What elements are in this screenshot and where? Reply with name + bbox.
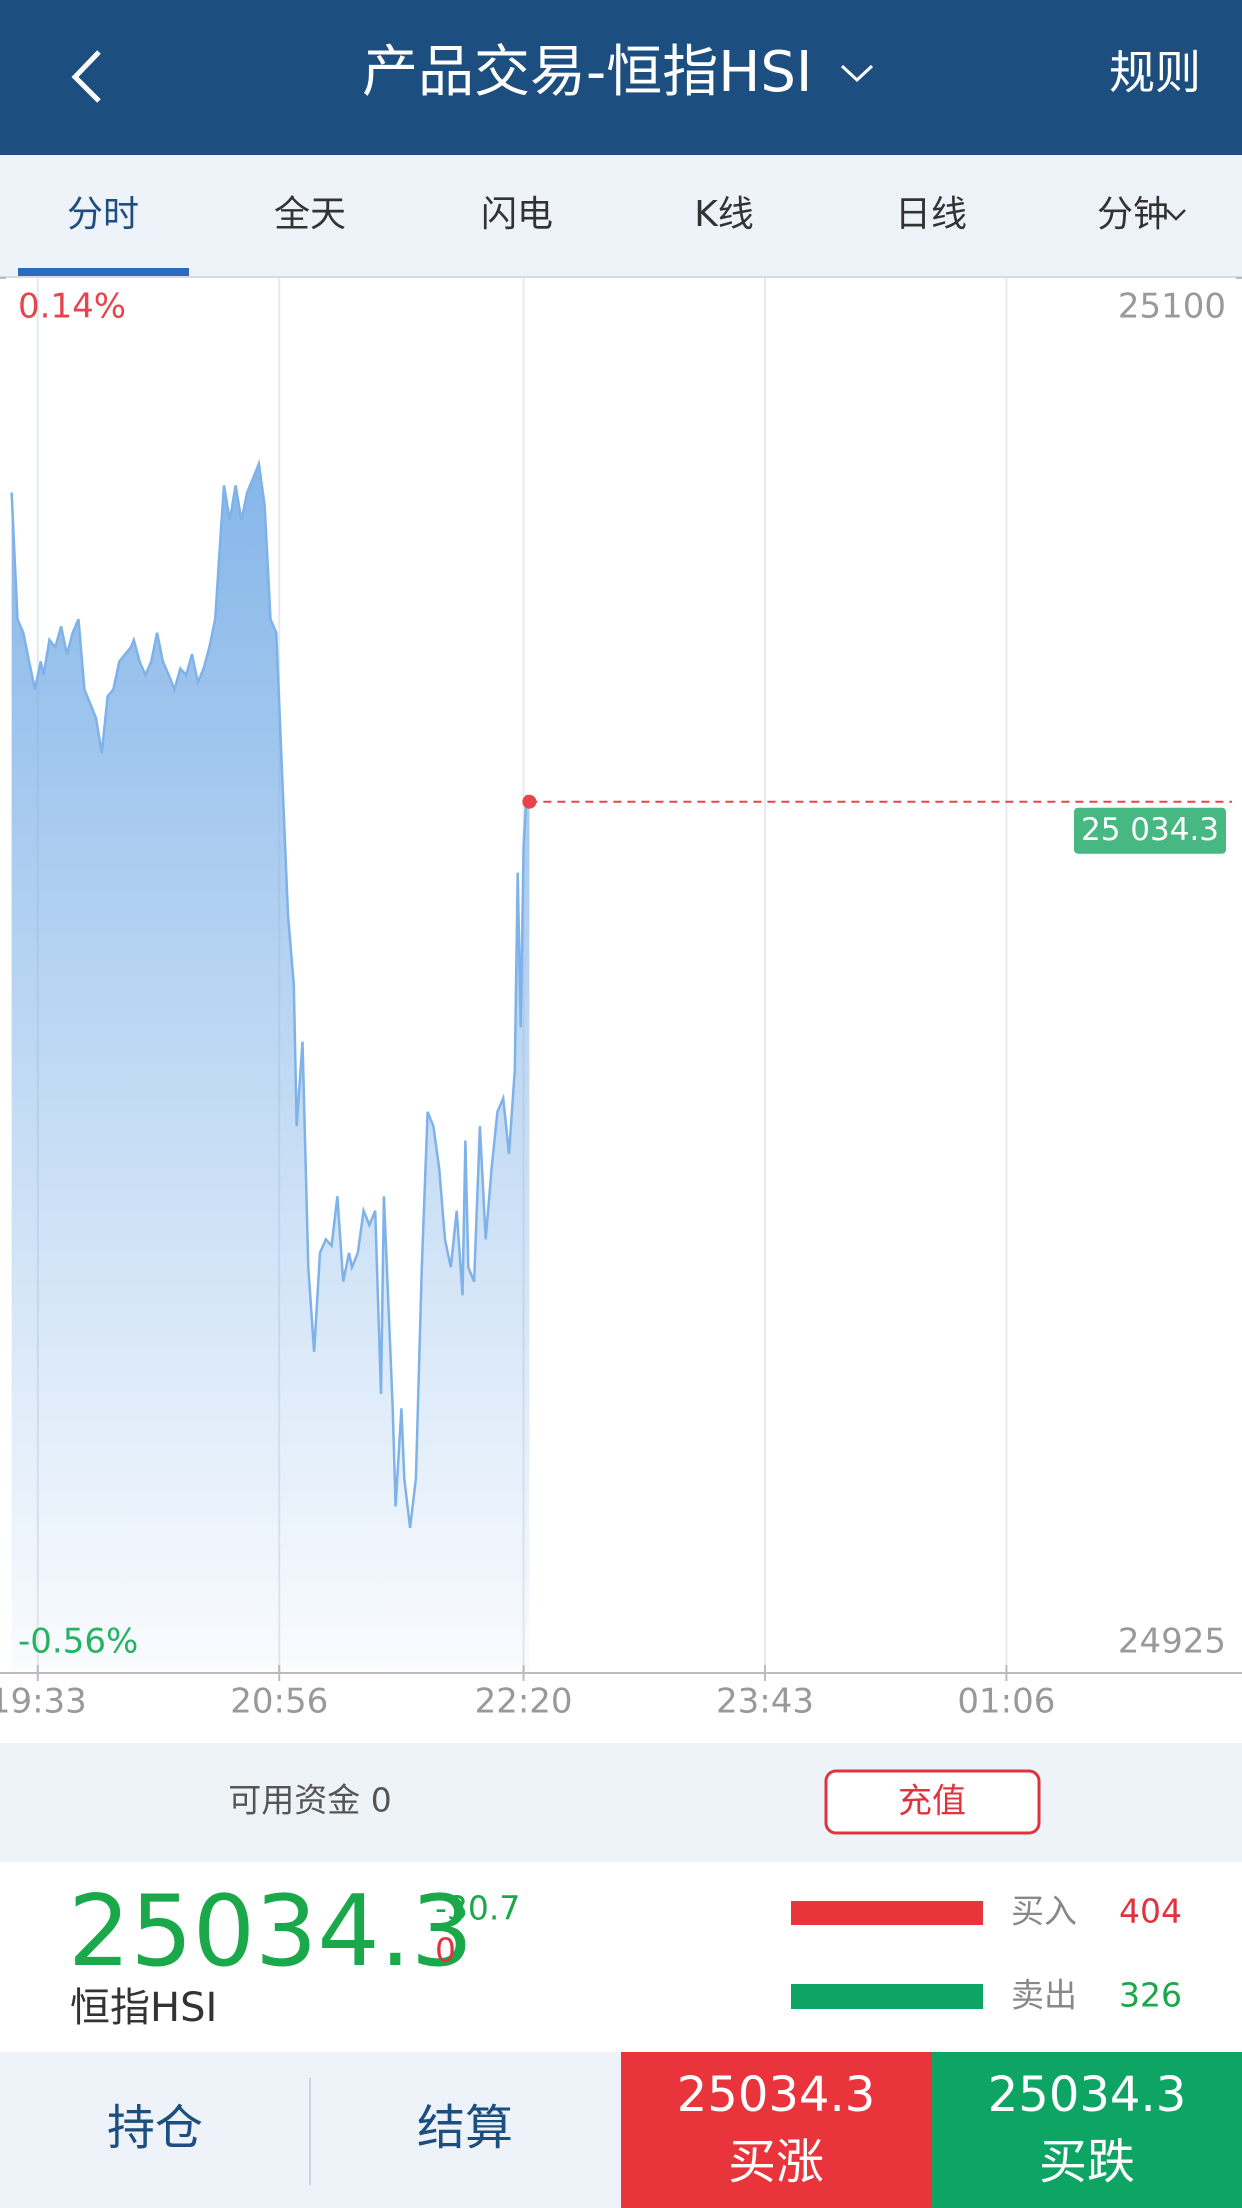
tab[interactable]: 分钟 (1097, 194, 1169, 235)
last-price-label: 25 034.3 (1081, 812, 1219, 848)
tab[interactable]: 闪电 (481, 194, 553, 235)
y2-tick-label: 0.14% (18, 287, 126, 327)
last-price-badge (1074, 807, 1226, 854)
buy-down-price[interactable]: 25034.3 (988, 2067, 1187, 2123)
available-funds: 可用资金 0 (228, 1781, 392, 1820)
product-name: 恒指HSI (70, 1985, 217, 2031)
price-change-pct: 0 (435, 1931, 456, 1970)
sell-bar (791, 1984, 983, 2009)
x-tick-label: 22:20 (475, 1682, 573, 1722)
tab-dropdown-icon[interactable] (1166, 209, 1186, 221)
tab[interactable]: 分时 (67, 194, 139, 235)
tab-bar (0, 155, 1242, 278)
buy-count: 404 (1119, 1892, 1182, 1931)
x-tick-label: 23:43 (716, 1682, 814, 1722)
current-price: 25034.3 (68, 1875, 473, 1989)
buy-up-price[interactable]: 25034.3 (677, 2067, 876, 2123)
buy-label: 买入 (1011, 1892, 1077, 1931)
recharge-label[interactable]: 充值 (898, 1782, 966, 1822)
account-bar (0, 1743, 1242, 1862)
area-fill (11, 463, 530, 1674)
price-line (10, 458, 531, 1529)
settle-button[interactable]: 结算 (417, 2100, 513, 2156)
x-tick-label: 20:56 (230, 1682, 328, 1722)
tabs: 分时 全天 闪电 K线 日线 分钟 (67, 194, 1186, 235)
page-title[interactable]: 产品交易-恒指HSI (362, 40, 812, 105)
chart: 19:3320:5622:2023:4301:062492525100-0.56… (0, 277, 1242, 1722)
header-bar (0, 0, 1242, 155)
active-tab-indicator (18, 268, 189, 278)
buy-up-button[interactable] (621, 2052, 932, 2208)
tab[interactable]: 日线 (895, 194, 967, 235)
title-dropdown-icon[interactable] (840, 64, 874, 83)
buy-up-label[interactable]: 买涨 (728, 2134, 824, 2190)
buy-bar (791, 1901, 983, 1925)
price-change: -30.7 (435, 1889, 520, 1928)
tab[interactable]: K线 (694, 194, 754, 235)
x-tick-label: 19:33 (0, 1682, 87, 1722)
buy-down-label[interactable]: 买跌 (1039, 2134, 1135, 2190)
back-button[interactable] (71, 50, 101, 103)
recharge-button[interactable] (824, 1769, 1041, 1835)
buy-down-button[interactable] (932, 2052, 1242, 2208)
sell-count: 326 (1119, 1976, 1182, 2015)
y-tick-label: 25100 (1118, 287, 1226, 327)
last-price-dot (522, 794, 537, 809)
x-tick-label: 01:06 (957, 1682, 1055, 1722)
rules-link[interactable]: 规则 (1109, 46, 1201, 100)
y-tick-label: 24925 (1118, 1622, 1226, 1662)
tab[interactable]: 全天 (274, 194, 346, 235)
positions-button[interactable]: 持仓 (107, 2100, 203, 2156)
sell-label: 卖出 (1011, 1976, 1077, 2015)
